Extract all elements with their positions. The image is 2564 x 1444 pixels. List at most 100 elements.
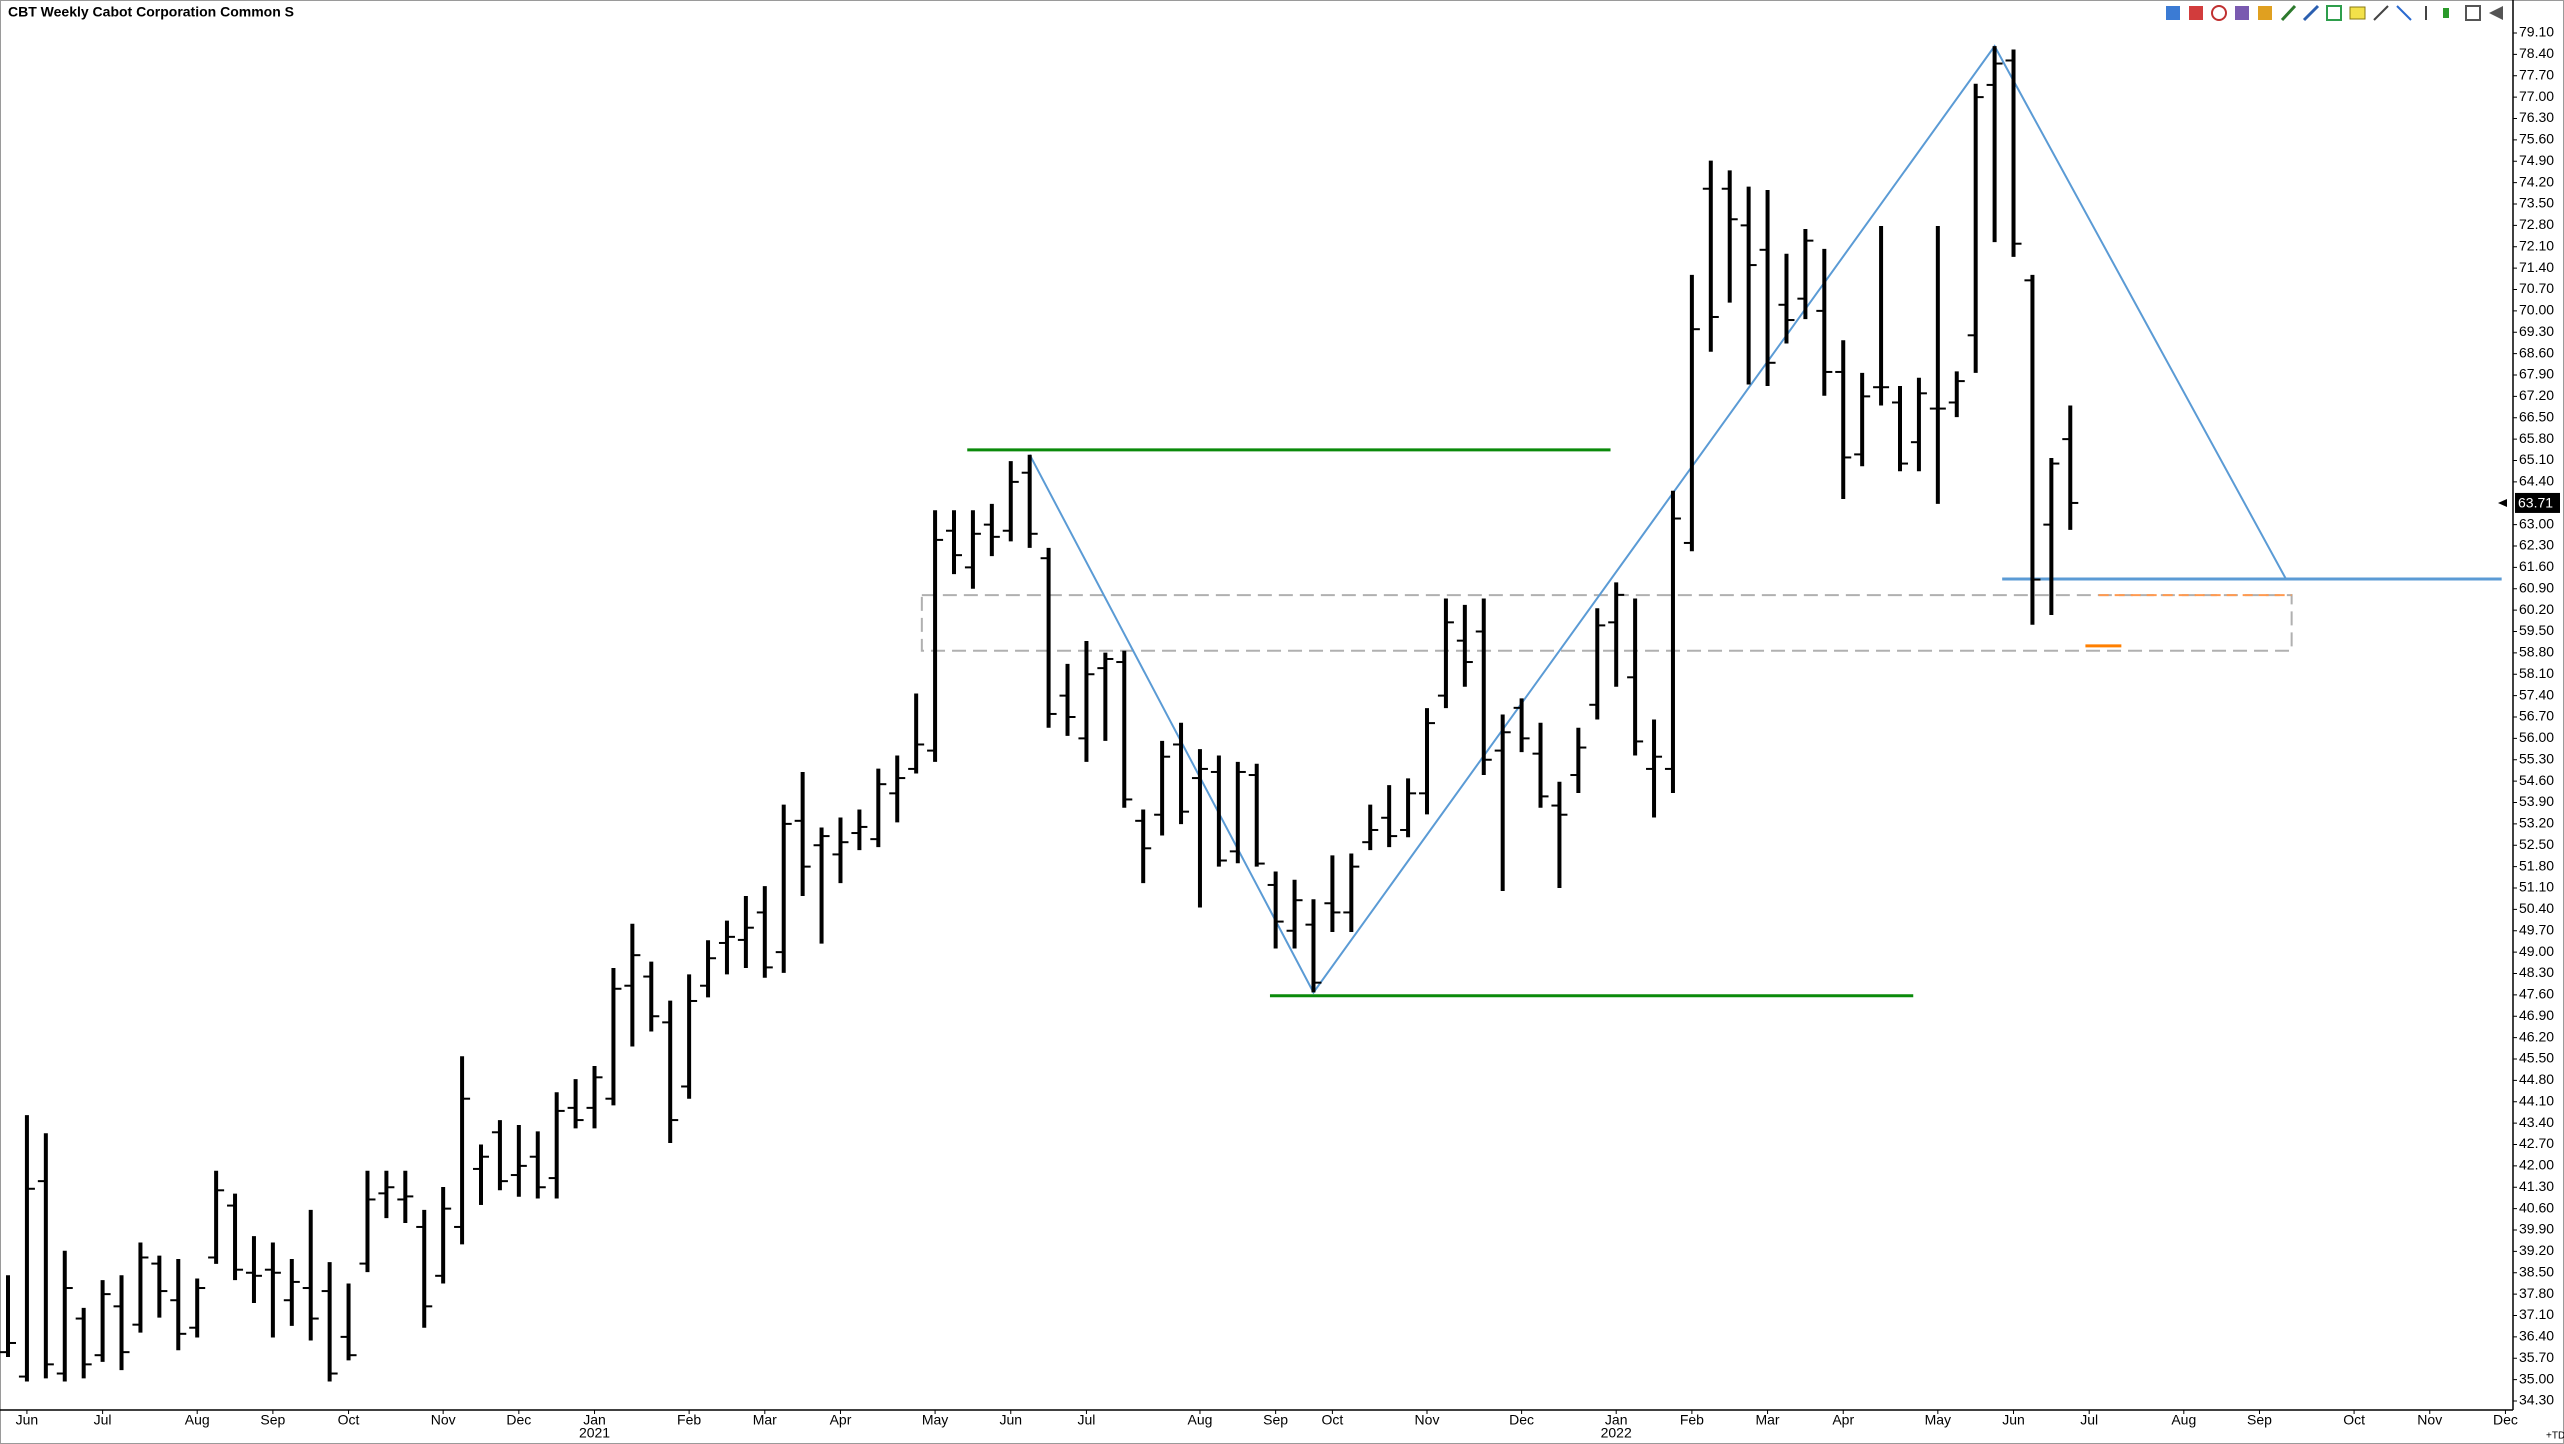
price-bar [1627, 598, 1644, 756]
price-bar [1854, 372, 1871, 467]
price-bar [454, 1056, 471, 1245]
zigzag-line [1028, 44, 2287, 995]
price-bar [813, 827, 830, 944]
price-bar [889, 755, 906, 823]
price-bar [359, 1170, 376, 1273]
price-bar [927, 510, 944, 762]
x-tick-label: Jun [2002, 1412, 2025, 1428]
x-tick-label: Oct [2343, 1412, 2365, 1428]
tool-icon[interactable] [2443, 8, 2449, 18]
x-tick-label: Jan [583, 1412, 606, 1428]
price-bar [170, 1259, 187, 1351]
price-bar [1683, 274, 1700, 552]
tool-icon[interactable] [2373, 5, 2389, 21]
tool-icon[interactable] [2396, 5, 2412, 21]
price-bar [1967, 83, 1984, 373]
price-bar [700, 940, 717, 998]
x-tick-label: May [1925, 1412, 1951, 1428]
tool-icon[interactable] [2258, 6, 2272, 20]
price-bar [2062, 405, 2079, 530]
price-bar [1173, 722, 1190, 825]
price-bar [1078, 640, 1095, 762]
price-bar [529, 1131, 546, 1199]
x-tick-label: Mar [753, 1412, 777, 1428]
tool-icon[interactable] [2465, 5, 2481, 21]
y-tick-label: 59.50 [2519, 622, 2554, 638]
y-tick-label: 39.20 [2519, 1242, 2554, 1258]
y-tick-label: 60.90 [2519, 579, 2554, 595]
tool-icon[interactable] [2349, 6, 2366, 20]
y-tick-label: 56.70 [2519, 708, 2554, 724]
x-tick-label: Oct [338, 1412, 360, 1428]
tool-icon[interactable] [2211, 5, 2227, 21]
y-tick-label: 53.90 [2519, 793, 2554, 809]
tool-icon[interactable] [2235, 6, 2249, 20]
x-tick-label: Jul [2080, 1412, 2098, 1428]
y-tick-label: 57.40 [2519, 686, 2554, 702]
price-bar [832, 817, 849, 884]
support-zone [920, 594, 2293, 652]
price-bar [946, 510, 962, 575]
price-bar [245, 1236, 262, 1303]
tool-icon[interactable] [2280, 4, 2297, 22]
price-bar [2024, 274, 2041, 625]
x-tick-label: Aug [185, 1412, 210, 1428]
price-bar [1873, 225, 1890, 406]
y-tick-label: 56.00 [2519, 729, 2554, 745]
y-tick-label: 62.30 [2519, 537, 2554, 553]
tool-icon[interactable] [2489, 6, 2503, 20]
y-tick-label: 65.80 [2519, 430, 2554, 446]
y-tick-label: 66.50 [2519, 408, 2554, 424]
last-price-arrow [2498, 498, 2507, 507]
price-bar [227, 1193, 244, 1281]
y-tick-label: 72.80 [2519, 216, 2554, 232]
price-bar [1608, 582, 1625, 687]
price-bar [662, 1000, 679, 1143]
price-bar [1589, 608, 1606, 720]
tool-icon[interactable] [2326, 5, 2342, 21]
price-bar [132, 1242, 149, 1333]
y-tick-label: 49.00 [2519, 943, 2554, 959]
y-tick-label: 49.70 [2519, 921, 2554, 937]
price-bar [189, 1278, 206, 1338]
price-bar [1513, 698, 1530, 753]
tool-icon[interactable] [2189, 6, 2203, 20]
price-bar [756, 886, 773, 978]
tool-icon[interactable] [2302, 4, 2320, 22]
x-tick-label: Nov [1415, 1412, 1440, 1428]
x-tick-label: Dec [1509, 1412, 1534, 1428]
price-bar [1135, 809, 1152, 884]
price-bar [1305, 899, 1322, 993]
price-bar [1475, 598, 1492, 776]
chart-title: CBT Weekly Cabot Corporation Common S [8, 4, 294, 20]
y-tick-label: 68.60 [2519, 344, 2554, 360]
y-tick-label: 43.40 [2519, 1114, 2554, 1130]
y-tick-label: 79.10 [2519, 24, 2554, 40]
y-tick-label: 41.30 [2519, 1178, 2554, 1194]
y-tick-label: 77.70 [2519, 66, 2554, 82]
x-tick-label: Feb [1680, 1412, 1704, 1428]
y-tick-label: 61.60 [2519, 558, 2554, 574]
price-bar [1437, 598, 1454, 709]
x-tick-label: Mar [1755, 1412, 1779, 1428]
y-tick-label: 36.40 [2519, 1328, 2554, 1344]
tool-icon[interactable] [2166, 6, 2180, 20]
price-bar [2005, 49, 2022, 257]
price-bar [1191, 749, 1208, 908]
y-tick-label: 37.10 [2519, 1306, 2554, 1322]
price-bar [1040, 547, 1057, 728]
price-bar [870, 768, 887, 848]
y-tick-label: 53.20 [2519, 815, 2554, 831]
y-tick-label: 37.80 [2519, 1285, 2554, 1301]
price-bar [1362, 804, 1379, 851]
price-bar [75, 1307, 92, 1379]
x-tick-label: Apr [1832, 1412, 1854, 1428]
price-bar [643, 961, 660, 1032]
y-tick-label: 52.50 [2519, 836, 2554, 852]
price-bar [983, 503, 1000, 557]
x-tick-label: Dec [506, 1412, 531, 1428]
y-tick-label: 40.60 [2519, 1199, 2554, 1215]
x-tick-label: Nov [2417, 1412, 2442, 1428]
corner-button[interactable]: +TD [2546, 1431, 2564, 1442]
y-tick-label: 72.10 [2519, 237, 2554, 253]
